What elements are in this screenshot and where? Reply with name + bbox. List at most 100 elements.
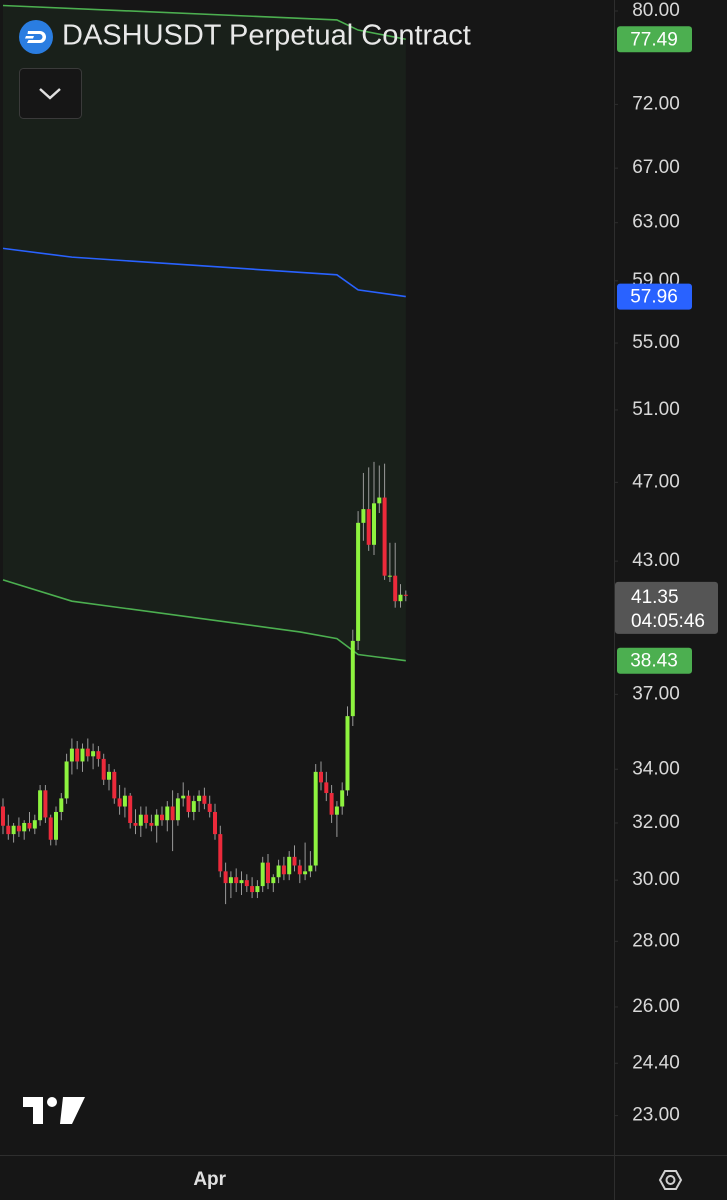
band-line [2, 4, 406, 41]
candle-body [350, 640, 355, 717]
candle-body [403, 594, 408, 596]
candle-body [165, 806, 170, 821]
candle-body [292, 856, 297, 866]
candle-body [32, 820, 37, 829]
candle-body [303, 871, 308, 875]
candle-body [234, 877, 239, 884]
price-badge-label: 38.43 [630, 651, 678, 672]
coin-logo-mark [25, 31, 46, 43]
band-line [2, 579, 406, 662]
logo-part [47, 1097, 57, 1107]
candle-body [191, 801, 196, 812]
y-tick-label: 24.40 [632, 1052, 680, 1073]
price-badge-label: 57.96 [630, 287, 678, 308]
price-axis: 80.0072.0067.0063.0059.0055.0051.0047.00… [614, 0, 718, 1126]
candle-body [255, 886, 260, 893]
y-tick-label: 43.00 [632, 550, 680, 571]
candle-body [170, 806, 175, 821]
candle-body [122, 795, 127, 807]
y-tick-label: 47.00 [632, 471, 680, 492]
candle-body [266, 862, 270, 884]
dropdown-chevron [39, 88, 61, 100]
candle-body [297, 865, 302, 875]
y-tick-label: 23.00 [632, 1105, 680, 1126]
last-price-box [615, 581, 718, 634]
dropdown-button[interactable] [19, 68, 82, 119]
candle-body [213, 811, 217, 835]
candle-body [250, 886, 255, 893]
candle-body [228, 877, 233, 884]
candle-body [186, 795, 191, 812]
y-tick-label: 34.00 [632, 758, 680, 779]
candle-body [398, 594, 403, 602]
candle-body [382, 497, 387, 576]
y-tick-label: 72.00 [632, 93, 680, 114]
candle-body [107, 771, 111, 780]
plot-area [1, 4, 408, 905]
y-tick-label: 32.00 [632, 812, 680, 833]
candle-body [260, 862, 265, 887]
candle-body [276, 865, 281, 878]
candle-body [372, 503, 376, 545]
candle-body [85, 748, 90, 757]
candle-body [128, 795, 133, 823]
y-tick-label: 37.00 [632, 683, 680, 704]
settings-hexagon[interactable] [658, 1170, 683, 1190]
price-badge [617, 26, 692, 53]
candle-body [154, 814, 159, 826]
candle-body [239, 880, 244, 884]
candle-body [319, 771, 323, 783]
candle-body [54, 811, 58, 840]
candle-body [308, 865, 313, 872]
price-badge-label: 77.49 [630, 29, 678, 50]
y-tick-label: 51.00 [632, 399, 680, 420]
x-tick-label: Apr [193, 1169, 226, 1190]
candle-body [197, 795, 202, 802]
y-tick-label: 30.00 [632, 869, 680, 890]
candle-body [287, 856, 292, 875]
candle-body [181, 795, 186, 799]
candle-body [202, 795, 207, 804]
price-badge [617, 647, 692, 674]
candle-body [11, 825, 16, 835]
candle-body [281, 865, 286, 875]
candle-body [27, 822, 32, 829]
candle-body [144, 814, 149, 823]
last-price-label: 41.35 [631, 587, 679, 608]
countdown-label: 04:05:46 [631, 611, 705, 632]
candle-body [138, 814, 143, 826]
logo-part [23, 1097, 43, 1124]
candle-body [393, 575, 398, 602]
price-badge [617, 283, 692, 310]
candle-body [149, 822, 154, 826]
candle-body [117, 798, 122, 807]
candle-body [387, 575, 392, 577]
settings-center [665, 1175, 676, 1185]
y-tick-label: 55.00 [632, 332, 680, 353]
candle-body [218, 834, 223, 872]
y-tick-label: 80.00 [632, 0, 680, 21]
candle-body [75, 748, 80, 762]
candle-body [112, 771, 117, 799]
candle-body [59, 798, 64, 812]
candle-body [313, 771, 318, 866]
y-tick-label: 28.00 [632, 930, 680, 951]
candle-body [96, 751, 101, 759]
tradingview-logo [23, 1097, 85, 1124]
candle-body [324, 782, 329, 794]
candle-body [48, 817, 53, 840]
candle-body [223, 871, 228, 884]
chart-title: DASHUSDT Perpetual Contract [62, 20, 471, 52]
candle-body [133, 822, 138, 826]
candle-body [361, 509, 366, 523]
band-fill [3, 5, 406, 661]
candle-body [356, 522, 361, 641]
header: DASHUSDT Perpetual Contract [19, 20, 471, 119]
logo-part [60, 1097, 85, 1124]
candle-body [101, 758, 106, 780]
candle-body [22, 822, 27, 832]
settings-icon[interactable] [658, 1170, 683, 1190]
